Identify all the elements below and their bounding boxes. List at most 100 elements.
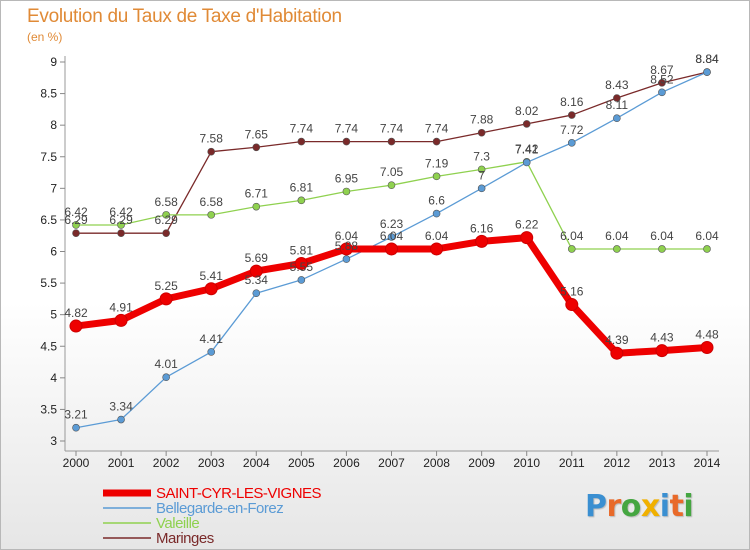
- data-point-valeille: [567, 245, 576, 253]
- legend-label-maringes: Maringes: [156, 530, 214, 547]
- legend-label-valeille: Valeille: [156, 515, 199, 532]
- x-tick-label: 2012: [604, 456, 631, 470]
- data-label-maringes: 7.74: [335, 122, 359, 136]
- data-point-valeille: [72, 221, 80, 229]
- data-point-maringes: [342, 137, 351, 146]
- x-tick-label: 2003: [198, 456, 225, 470]
- data-label-saint-cyr-les-vignes: 5.25: [154, 279, 178, 293]
- data-point-saint-cyr-les-vignes: [565, 298, 579, 312]
- x-tick-label: 2007: [378, 456, 405, 470]
- unit-label: (en %): [27, 30, 63, 44]
- data-point-maringes: [387, 137, 396, 146]
- data-label-bellegarde-en-forez: 4.01: [154, 357, 178, 371]
- data-label-valeille: 6.42: [64, 205, 88, 219]
- x-tick-label: 2002: [153, 456, 180, 470]
- logo-letter: o: [620, 489, 642, 524]
- y-tick-label: 6: [50, 245, 57, 259]
- data-point-bellegarde-en-forez: [522, 158, 531, 167]
- data-point-maringes: [613, 94, 621, 102]
- data-label-saint-cyr-les-vignes: 4.43: [650, 331, 674, 345]
- data-label-maringes: 8.02: [515, 104, 539, 118]
- data-label-saint-cyr-les-vignes: 6.22: [515, 218, 539, 232]
- x-tick-label: 2014: [694, 456, 721, 470]
- data-point-maringes: [477, 128, 486, 137]
- data-point-maringes: [207, 147, 216, 156]
- y-tick-label: 5.5: [40, 276, 57, 290]
- y-tick-label: 3: [50, 434, 57, 448]
- data-label-bellegarde-en-forez: 7.41: [515, 142, 539, 156]
- data-label-valeille: 6.58: [154, 195, 178, 209]
- x-tick-label: 2006: [333, 456, 360, 470]
- data-label-saint-cyr-les-vignes: 4.48: [695, 328, 719, 342]
- y-tick-label: 6.5: [40, 213, 57, 227]
- data-label-saint-cyr-les-vignes: 4.39: [605, 333, 629, 347]
- data-point-valeille: [613, 245, 621, 253]
- data-point-bellegarde-en-forez: [387, 233, 396, 241]
- y-tick-label: 5: [50, 308, 57, 322]
- logo-letter: i: [659, 489, 670, 524]
- logo-letter: P: [585, 489, 607, 524]
- data-point-bellegarde-en-forez: [658, 88, 666, 97]
- x-tick-label: 2008: [423, 456, 450, 470]
- data-label-valeille: 6.81: [290, 180, 314, 194]
- x-tick-label: 2001: [108, 456, 135, 470]
- data-label-bellegarde-en-forez: 4.41: [200, 332, 224, 346]
- data-label-bellegarde-en-forez: 5.55: [290, 260, 314, 274]
- proxiti-logo: Proxiti: [585, 489, 694, 524]
- logo-letter: r: [606, 489, 622, 524]
- data-point-bellegarde-en-forez: [252, 289, 261, 297]
- data-point-bellegarde-en-forez: [207, 348, 216, 356]
- data-label-maringes: 7.74: [425, 122, 449, 136]
- logo-letter: t: [669, 489, 684, 524]
- data-point-maringes: [162, 229, 170, 237]
- data-point-saint-cyr-les-vignes: [385, 242, 398, 256]
- data-label-valeille: 7.42: [515, 142, 539, 156]
- data-label-maringes: 8.67: [650, 63, 674, 77]
- logo-letter: x: [640, 489, 660, 524]
- data-label-saint-cyr-les-vignes: 4.91: [109, 300, 133, 314]
- x-tick-label: 2005: [288, 456, 315, 470]
- data-label-bellegarde-en-forez: 6.6: [428, 194, 445, 208]
- data-label-maringes: 7.88: [470, 113, 494, 127]
- data-point-bellegarde-en-forez: [477, 184, 486, 193]
- data-label-valeille: 7.19: [425, 156, 449, 170]
- y-tick-label: 8: [50, 118, 57, 132]
- data-label-valeille: 7.3: [473, 149, 490, 163]
- data-label-saint-cyr-les-vignes: 6.04: [335, 229, 359, 243]
- data-label-bellegarde-en-forez: 8.11: [606, 98, 629, 112]
- y-tick-label: 4: [50, 371, 57, 385]
- y-tick-label: 8.5: [40, 87, 57, 101]
- data-label-valeille: 6.04: [650, 229, 674, 243]
- data-point-valeille: [477, 165, 486, 174]
- data-point-maringes: [252, 143, 261, 152]
- data-label-maringes: 7.74: [290, 122, 314, 136]
- data-label-saint-cyr-les-vignes: 5.41: [200, 269, 224, 283]
- data-label-maringes: 8.16: [560, 95, 584, 109]
- data-point-valeille: [117, 221, 125, 229]
- data-label-maringes: 7.58: [200, 132, 224, 146]
- data-point-bellegarde-en-forez: [432, 209, 441, 218]
- data-label-valeille: 6.95: [335, 171, 359, 185]
- data-point-maringes: [297, 137, 306, 146]
- x-tick-label: 2000: [63, 456, 90, 470]
- data-point-valeille: [387, 181, 396, 189]
- x-tick-label: 2010: [513, 456, 540, 470]
- data-label-bellegarde-en-forez: 8.84: [695, 52, 719, 66]
- data-point-bellegarde-en-forez: [117, 415, 125, 424]
- data-point-valeille: [297, 196, 306, 205]
- x-tick-label: 2013: [649, 456, 676, 470]
- series-line-maringes: [76, 71, 708, 234]
- data-label-maringes: 6.29: [109, 213, 133, 227]
- data-label-bellegarde-en-forez: 7.72: [560, 123, 584, 137]
- x-tick-label: 2011: [559, 456, 585, 470]
- data-label-valeille: 7.05: [380, 165, 404, 179]
- data-label-saint-cyr-les-vignes: 5.69: [245, 251, 269, 265]
- data-label-maringes: 6.29: [154, 213, 178, 227]
- data-point-saint-cyr-les-vignes: [339, 242, 353, 256]
- data-point-maringes: [567, 111, 576, 119]
- data-label-valeille: 6.71: [245, 187, 269, 201]
- data-point-saint-cyr-les-vignes: [610, 346, 624, 360]
- data-label-bellegarde-en-forez: 6.23: [380, 217, 404, 231]
- x-tick-label: 2009: [468, 456, 495, 470]
